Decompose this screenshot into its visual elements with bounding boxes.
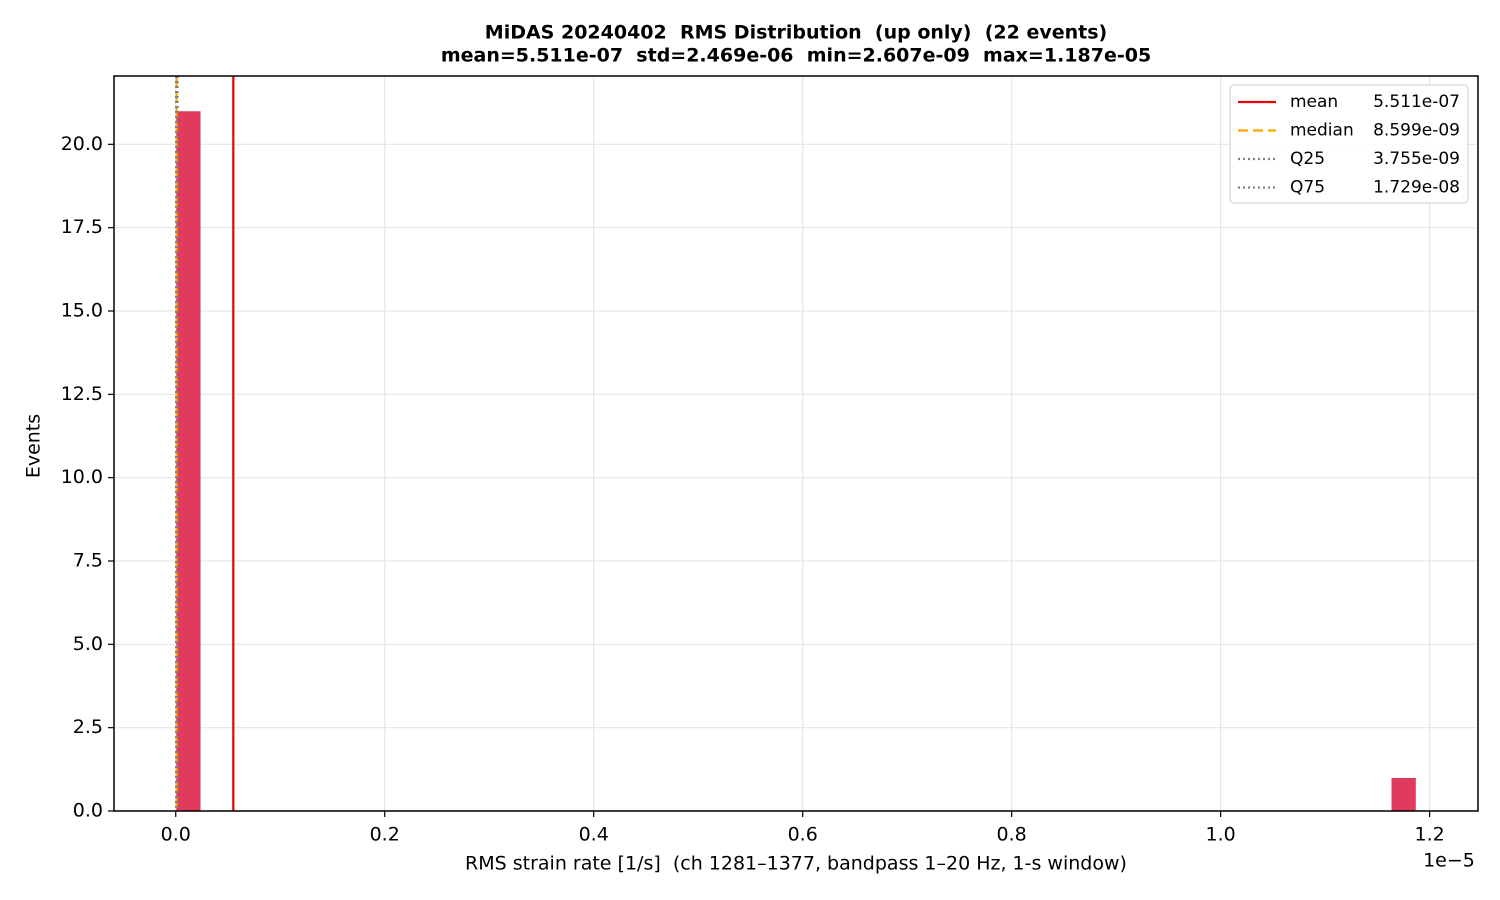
x-tick-label: 0.2: [370, 824, 400, 846]
y-tick-label: 10.0: [61, 466, 103, 488]
legend-value: 8.599e-09: [1373, 121, 1460, 141]
y-tick-label: 12.5: [61, 383, 103, 405]
y-tick-label: 17.5: [61, 216, 103, 238]
x-axis-label: RMS strain rate [1/s] (ch 1281–1377, ban…: [465, 853, 1127, 875]
legend-label: median: [1290, 121, 1354, 141]
y-tick-label: 5.0: [73, 633, 103, 655]
plot-frame: [113, 75, 1479, 812]
x-tick-label: 0.6: [788, 824, 818, 846]
legend-label: mean: [1290, 92, 1338, 112]
legend-box: [1229, 84, 1469, 204]
x-offset-label: 1e−5: [1423, 850, 1475, 872]
legend: mean 5.511e-07 median 8.599e-09 Q25 3.755e-09…: [1229, 84, 1469, 204]
x-tick-label: 0.4: [579, 824, 609, 846]
x-tick-label: 1.0: [1206, 824, 1236, 846]
bar: [175, 110, 202, 812]
chart-title: MiDAS 20240402 RMS Distribution (up only…: [485, 22, 1107, 44]
legend-value: 5.511e-07: [1373, 92, 1460, 112]
x-tick-label: 1.2: [1415, 824, 1445, 846]
axes: 0.0 0.2 0.4 0.6 0.8 1.0 1.2 0.0 2.5 5.0 7.5 10.0 12.…: [61, 133, 1445, 846]
legend-label: Q25: [1290, 149, 1325, 169]
x-tick-label: 0.0: [161, 824, 191, 846]
y-tick-label: 20.0: [61, 133, 103, 155]
legend-value: 1.729e-08: [1373, 178, 1460, 198]
y-tick-label: 2.5: [73, 716, 103, 738]
x-tick-label: 0.8: [997, 824, 1027, 846]
legend-label: Q75: [1290, 178, 1325, 198]
chart-subtitle: mean=5.511e-07 std=2.469e-06 min=2.607e-…: [441, 45, 1151, 67]
plot-marks: [175, 76, 1417, 812]
legend-value: 3.755e-09: [1373, 149, 1460, 169]
y-axis-label: Events: [23, 414, 45, 478]
y-tick-label: 0.0: [73, 800, 103, 822]
y-tick-label: 15.0: [61, 300, 103, 322]
y-tick-label: 7.5: [73, 550, 103, 572]
bar: [1390, 777, 1417, 812]
